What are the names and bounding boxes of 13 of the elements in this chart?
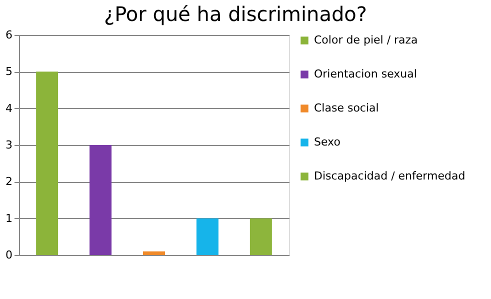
y-tick-label: 2 [6,175,12,188]
chart-title: ¿Por qué ha discriminado? [104,2,368,26]
legend-label: Discapacidad / enfermedad [314,170,466,182]
y-tick-label: 6 [6,28,12,42]
y-tick-label: 1 [6,212,12,225]
y-tick-label: 4 [6,102,12,115]
legend-label: Color de piel / raza [314,34,418,46]
y-tick-label: 5 [6,65,12,78]
legend-label: Clase social [314,102,379,114]
legend-label: Orientacion sexual [314,68,417,80]
y-tick-label: 0 [6,248,12,262]
legend-label: Sexo [314,136,341,148]
y-tick-label: 3 [6,138,12,152]
